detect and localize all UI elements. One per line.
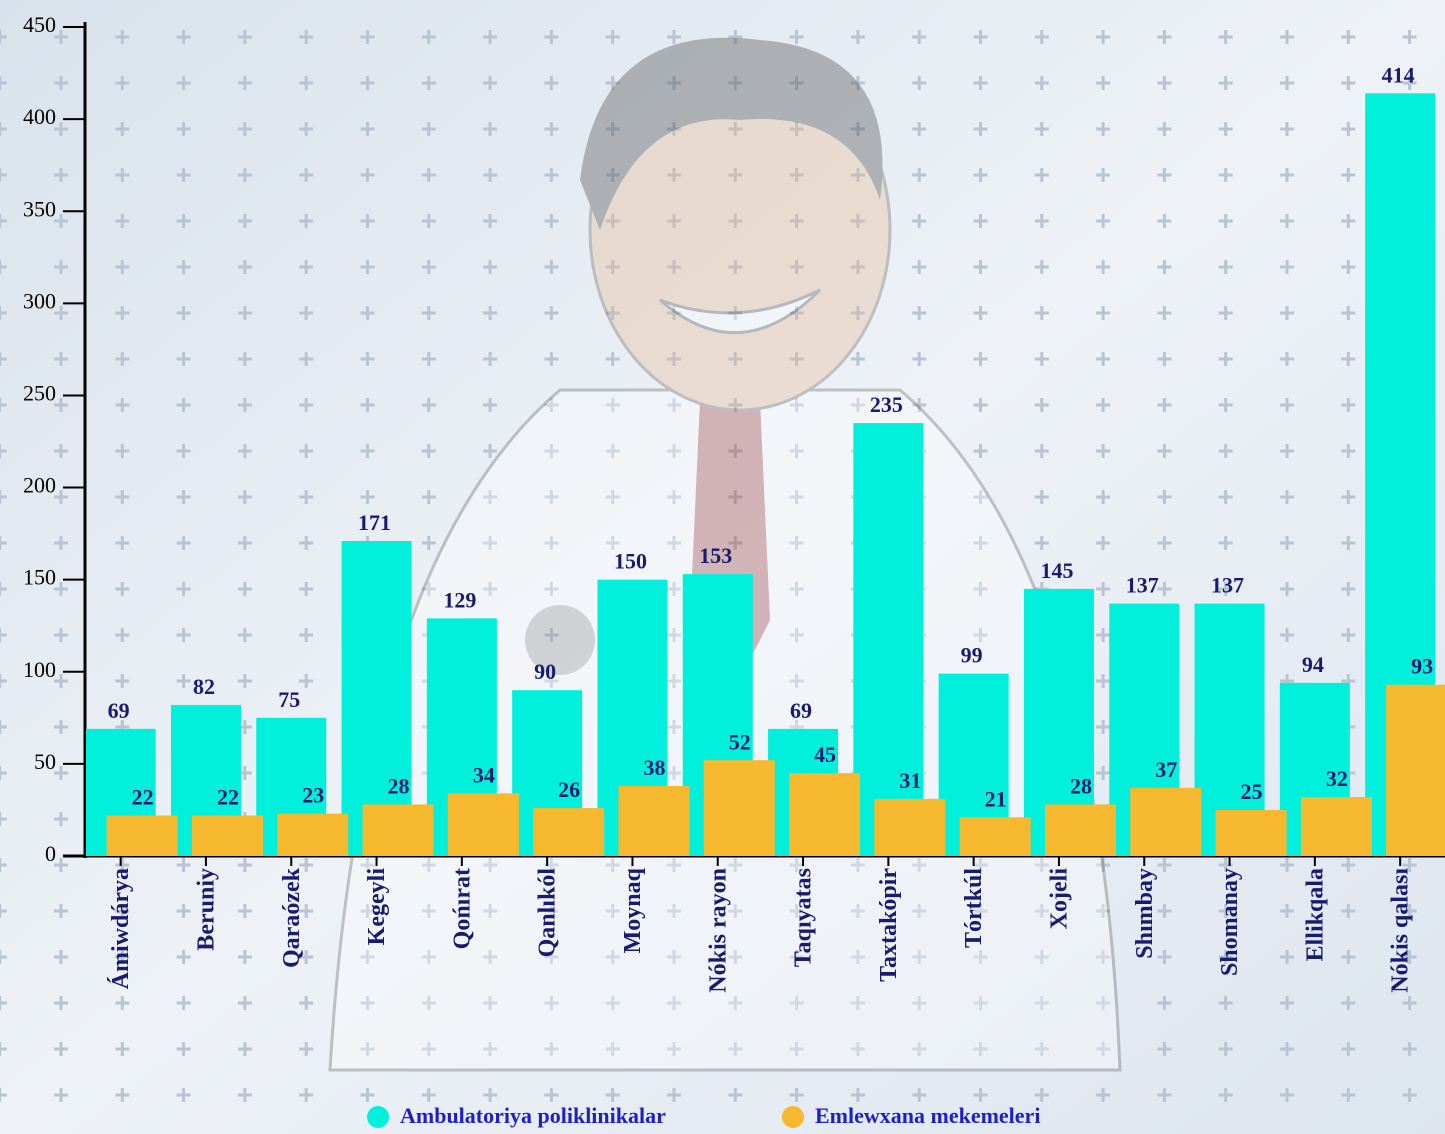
value-label: 82 <box>193 674 215 699</box>
bar <box>1044 804 1116 856</box>
value-label: 28 <box>1070 773 1092 798</box>
bar <box>191 815 263 856</box>
value-label: 22 <box>132 785 154 810</box>
legend-marker <box>367 1106 389 1128</box>
value-label: 69 <box>108 698 130 723</box>
value-label: 45 <box>814 742 836 767</box>
value-label: 25 <box>1241 779 1263 804</box>
bar <box>1130 787 1202 856</box>
x-tick-label: Shımbay <box>1132 868 1158 959</box>
value-label: 153 <box>699 543 732 568</box>
y-tick-label: 350 <box>23 196 56 221</box>
x-tick-label: Taqıyatas <box>791 868 817 967</box>
bar <box>1386 684 1445 856</box>
bar <box>277 813 349 856</box>
value-label: 69 <box>790 698 812 723</box>
bar <box>618 785 690 856</box>
value-label: 235 <box>870 392 903 417</box>
y-tick-label: 50 <box>34 749 56 774</box>
y-tick-label: 400 <box>23 104 56 129</box>
x-tick-label: Shomanay <box>1217 868 1243 976</box>
bar <box>341 540 412 856</box>
value-label: 52 <box>729 729 751 754</box>
bar <box>362 804 434 856</box>
bar <box>959 817 1031 856</box>
legend-marker <box>782 1106 804 1128</box>
value-label: 21 <box>985 786 1007 811</box>
bar <box>106 815 178 856</box>
value-label: 94 <box>1302 652 1324 677</box>
bar <box>1300 797 1372 856</box>
value-label: 34 <box>473 762 495 787</box>
bar <box>874 798 946 856</box>
y-tick-label: 100 <box>23 657 56 682</box>
bar <box>1215 809 1287 856</box>
y-tick-label: 200 <box>23 473 56 498</box>
value-label: 38 <box>643 755 665 780</box>
bar <box>447 793 519 856</box>
x-tick-label: Ellikqala <box>1302 868 1328 961</box>
value-label: 150 <box>614 549 647 574</box>
value-label: 145 <box>1040 558 1073 583</box>
bar <box>853 423 924 856</box>
value-label: 414 <box>1382 62 1415 87</box>
value-label: 22 <box>217 785 239 810</box>
value-label: 129 <box>443 587 476 612</box>
value-label: 37 <box>1155 757 1177 782</box>
value-label: 137 <box>1126 573 1159 598</box>
x-tick-label: Nókis rayon <box>705 868 731 993</box>
x-tick-label: Qońırat <box>449 868 475 949</box>
legend-label: Emlewxana mekemeleri <box>815 1103 1040 1128</box>
x-tick-label: Kegeyli <box>364 868 390 946</box>
value-label: 32 <box>1326 766 1348 791</box>
x-tick-label: Nókis qalası <box>1388 868 1414 993</box>
x-tick-label: Ámiwdárya <box>108 868 134 989</box>
x-tick-label: Taxtakópir <box>876 868 902 982</box>
x-tick-label: Xojeli <box>1046 868 1072 930</box>
x-tick-label: Qanlıkól <box>535 868 561 958</box>
value-label: 171 <box>358 510 391 535</box>
x-tick-label: Qaraózek <box>279 867 305 968</box>
x-tick-label: Beruniy <box>193 868 219 951</box>
legend-label: Ambulatoriya poliklinikalar <box>400 1103 666 1128</box>
value-label: 31 <box>899 768 921 793</box>
value-label: 99 <box>961 643 983 668</box>
value-label: 26 <box>558 777 580 802</box>
y-tick-label: 300 <box>23 288 56 313</box>
y-tick-label: 250 <box>23 380 56 405</box>
value-label: 23 <box>302 783 324 808</box>
x-tick-label: Moynaq <box>620 867 646 953</box>
value-label: 90 <box>534 659 556 684</box>
value-label: 75 <box>278 687 300 712</box>
value-label: 93 <box>1411 654 1433 679</box>
x-tick-label: Tórtkúl <box>961 868 987 948</box>
value-label: 137 <box>1211 573 1244 598</box>
bar <box>703 760 775 856</box>
value-label: 28 <box>388 773 410 798</box>
y-tick-label: 150 <box>23 565 56 590</box>
y-tick-label: 0 <box>45 841 56 866</box>
bar <box>789 773 861 856</box>
y-tick-label: 450 <box>23 12 56 37</box>
bar <box>533 808 605 856</box>
